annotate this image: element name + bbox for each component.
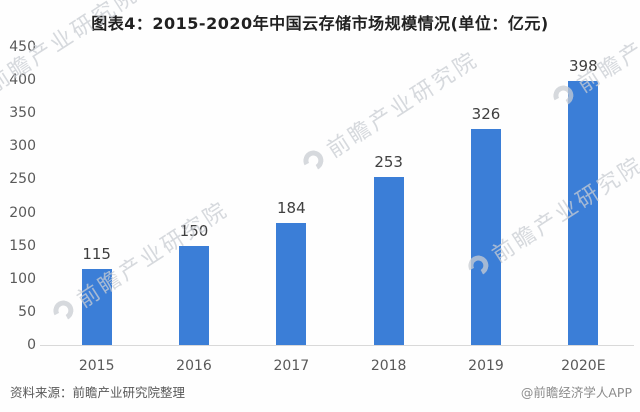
y-axis-label: 400 — [9, 72, 36, 89]
bar-value-label: 184 — [277, 199, 306, 218]
bar-2019 — [470, 129, 501, 345]
x-axis-label: 2018 — [370, 358, 407, 374]
footer: 资料来源：前瞻产业研究院整理 @前瞻经济学人APP — [10, 382, 632, 401]
x-axis-label: 2019 — [468, 358, 504, 374]
bar-value-label: 150 — [179, 221, 209, 240]
bar-2015 — [81, 268, 112, 345]
y-axis-label: 200 — [9, 204, 36, 221]
x-axis-label: 2017 — [273, 358, 310, 374]
chart-title: 图表4：2015-2020年中国云存储市场规模情况(单位：亿元) — [91, 14, 549, 33]
y-axis-label: 0 — [27, 337, 36, 353]
bar-column-2017: 184 2017 — [243, 47, 340, 374]
x-axis-label: 2015 — [78, 358, 115, 374]
bar-2020E — [568, 81, 599, 345]
source-note: 资料来源：前瞻产业研究院整理 — [10, 385, 186, 400]
bar-value-label: 115 — [82, 244, 111, 263]
x-axis-line — [40, 345, 634, 346]
y-axis-label: 150 — [9, 237, 36, 254]
bar-column-2020E: 398 2020E — [535, 47, 632, 374]
bar-2016 — [178, 245, 209, 345]
bar-column-2016: 150 2016 — [145, 47, 242, 374]
y-axis-label: 250 — [9, 171, 36, 188]
bar-2018 — [373, 177, 404, 345]
y-axis-label: 100 — [9, 270, 36, 287]
bar-column-2018: 253 2018 — [340, 47, 437, 374]
bar-value-label: 253 — [374, 153, 403, 172]
y-axis-label: 300 — [9, 138, 36, 155]
bar-value-label: 326 — [471, 105, 501, 124]
x-axis-label: 2020E — [561, 358, 606, 374]
bar-value-label: 398 — [568, 57, 598, 76]
x-axis-label: 2016 — [176, 358, 212, 374]
plot-area: 115 2015 150 2016 184 2017 253 2018 326 2019 398 20… — [48, 47, 632, 374]
y-axis-label: 350 — [9, 105, 36, 122]
y-axis: 0 50 100 150 200 250 300 350 400 450 — [0, 40, 38, 352]
bar-column-2019: 326 2019 — [437, 47, 534, 374]
brand-note: @前瞻经济学人APP — [520, 385, 632, 400]
y-axis-label: 450 — [9, 39, 36, 55]
bar-column-2015: 115 2015 — [48, 47, 145, 374]
bar-2017 — [276, 223, 307, 345]
y-axis-label: 50 — [18, 303, 36, 320]
